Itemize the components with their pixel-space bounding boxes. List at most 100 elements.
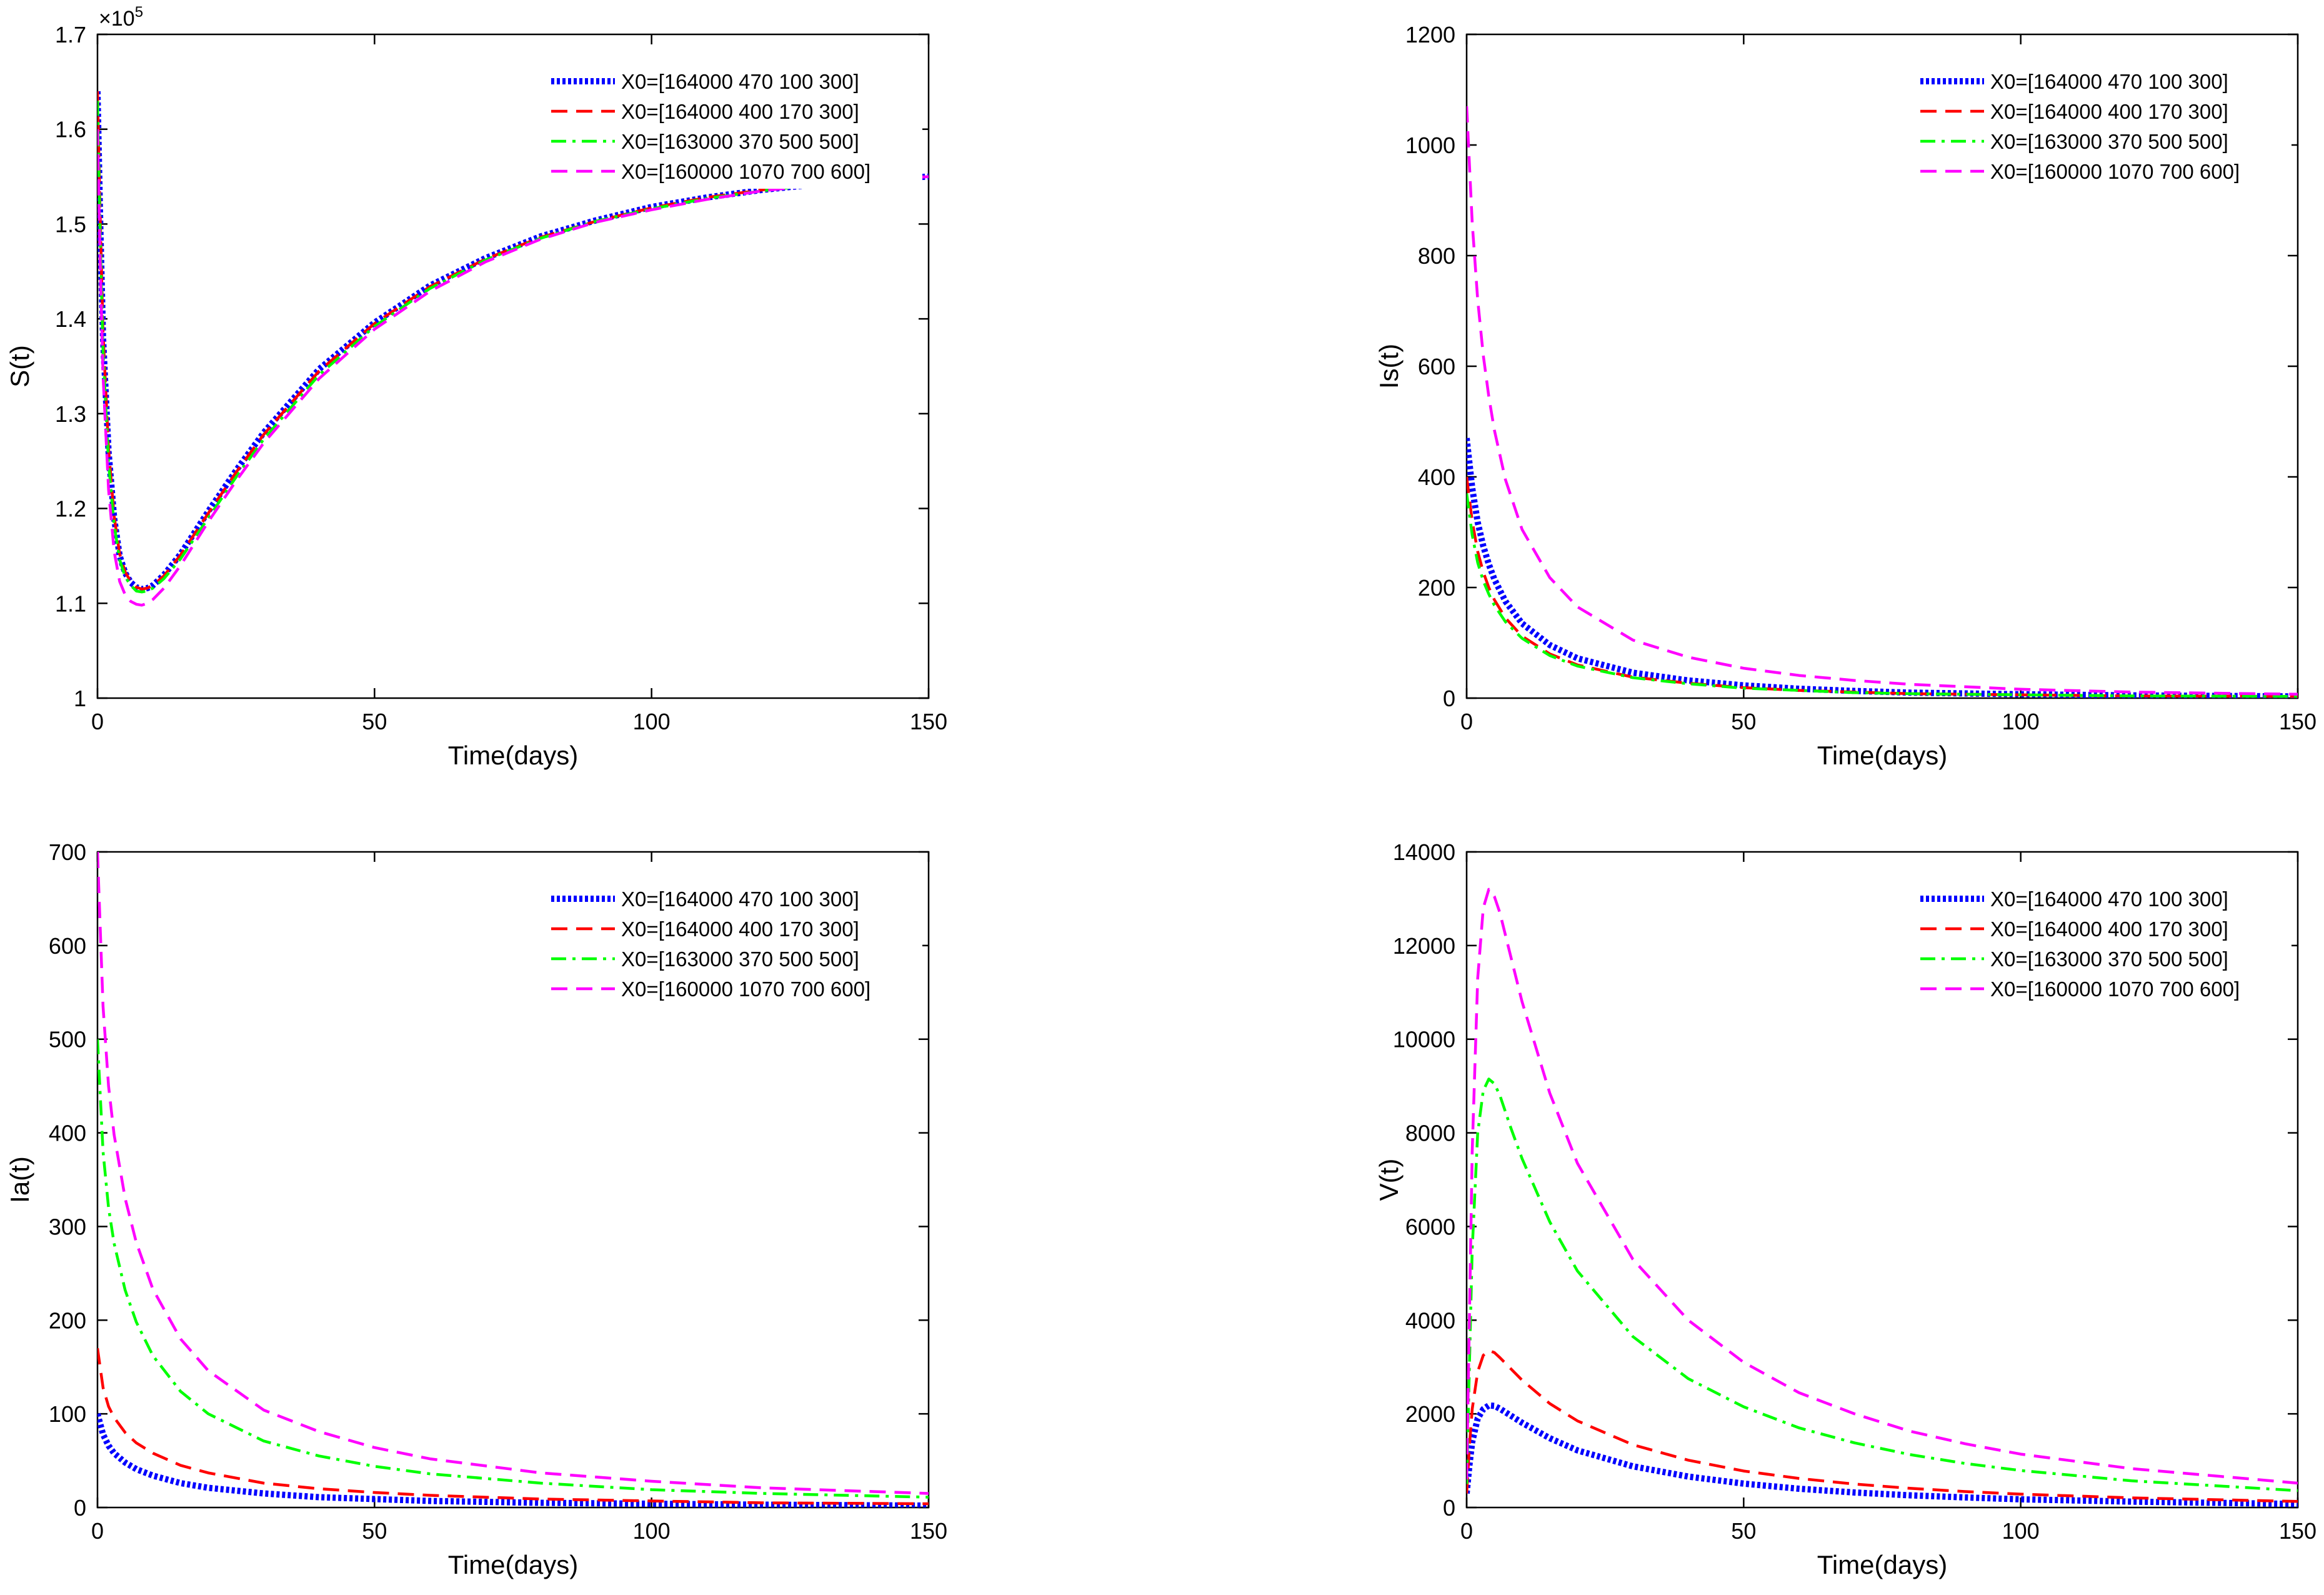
y-tick-label: 1000 <box>1405 132 1455 158</box>
y-tick-label: 2000 <box>1405 1401 1455 1427</box>
legend-label: X0=[164000 470 100 300] <box>621 70 859 93</box>
series-lines <box>1467 888 2298 1508</box>
series-line-1 <box>97 1412 929 1508</box>
x-tick-label: 0 <box>1460 1518 1473 1544</box>
y-tick-label: 1.3 <box>55 401 86 427</box>
legend-entry: X0=[160000 1070 700 600] <box>551 978 870 1001</box>
y-axis-label: S(t) <box>5 345 34 388</box>
exponent-base: ×10 <box>99 7 135 31</box>
y-tick-label: 0 <box>74 1495 86 1521</box>
series-line-4 <box>97 852 929 1495</box>
legend: X0=[164000 470 100 300] X0=[164000 400 1… <box>540 58 922 189</box>
legend-entry: X0=[160000 1070 700 600] <box>551 160 870 183</box>
legend-entry: X0=[164000 400 170 300] <box>551 918 859 941</box>
legend-label: X0=[163000 370 500 500] <box>1990 948 2228 971</box>
y-tick-label: 12000 <box>1393 933 1455 959</box>
y-tick-labels: 0 200 400 600 800 1000 1200 <box>1405 22 1455 711</box>
y-tick-label: 100 <box>49 1401 86 1427</box>
y-tick-label: 1200 <box>1405 22 1455 48</box>
y-tick-labels: 0 2000 4000 6000 8000 10000 12000 14000 <box>1393 839 1455 1521</box>
x-tick-label: 0 <box>91 709 104 734</box>
series-line-4 <box>97 129 929 607</box>
x-tick-label: 100 <box>2002 709 2040 734</box>
series-lines <box>97 852 929 1508</box>
x-tick-label: 0 <box>91 1518 104 1544</box>
x-axis-label: Time(days) <box>448 1550 578 1579</box>
legend: X0=[164000 470 100 300] X0=[164000 400 1… <box>540 875 922 1006</box>
y-tick-label: 400 <box>49 1121 86 1146</box>
y-axis-exponent: ×105 <box>99 4 143 31</box>
series-line-1 <box>1467 1402 2298 1508</box>
legend-label: X0=[164000 470 100 300] <box>1990 888 2228 911</box>
y-tick-label: 1.6 <box>55 117 86 142</box>
y-tick-label: 400 <box>1418 464 1455 490</box>
y-tick-label: 300 <box>49 1214 86 1239</box>
panel-v-t: 0 50 100 150 0 2000 4000 6000 8000 10000 12000 140… <box>1374 839 2317 1579</box>
x-tick-labels: 0 50 100 150 <box>1460 1518 2317 1544</box>
legend-label: X0=[163000 370 500 500] <box>1990 130 2228 153</box>
legend-entry: X0=[163000 370 500 500] <box>551 130 859 153</box>
panel-s-t: 0 50 100 150 1 1.1 1.2 1.3 1.4 1.5 1.6 1.7 Time(da… <box>5 4 947 770</box>
legend-entry: X0=[160000 1070 700 600] <box>1920 978 2240 1001</box>
x-tick-label: 50 <box>1731 1518 1756 1544</box>
x-tick-label: 150 <box>2279 1518 2317 1544</box>
legend-label: X0=[160000 1070 700 600] <box>1990 160 2240 183</box>
x-tick-labels: 0 50 100 150 <box>1460 709 2317 734</box>
y-tick-label: 1.2 <box>55 496 86 522</box>
axis-ticks <box>96 851 930 1509</box>
legend-entry: X0=[164000 470 100 300] <box>551 70 859 93</box>
y-tick-label: 10000 <box>1393 1027 1455 1052</box>
y-tick-label: 800 <box>1418 243 1455 269</box>
legend-entry: X0=[164000 470 100 300] <box>1920 888 2228 911</box>
x-axis-label: Time(days) <box>1817 1550 1947 1579</box>
series-line-3 <box>97 1039 929 1499</box>
x-tick-label: 150 <box>2279 709 2317 734</box>
legend-entry: X0=[164000 400 170 300] <box>551 100 859 123</box>
y-tick-label: 600 <box>1418 354 1455 379</box>
y-tick-label: 4000 <box>1405 1308 1455 1333</box>
legend-label: X0=[164000 400 170 300] <box>621 100 859 123</box>
x-tick-labels: 0 50 100 150 <box>91 1518 947 1544</box>
x-axis-label: Time(days) <box>1817 741 1947 770</box>
legend-label: X0=[163000 370 500 500] <box>621 130 859 153</box>
legend-label: X0=[160000 1070 700 600] <box>1990 978 2240 1001</box>
series-lines <box>1467 106 2298 698</box>
x-tick-label: 50 <box>1731 709 1756 734</box>
legend-label: X0=[163000 370 500 500] <box>621 948 859 971</box>
legend-entry: X0=[160000 1070 700 600] <box>1920 160 2240 183</box>
y-tick-label: 1 <box>74 686 86 711</box>
legend: X0=[164000 470 100 300] X0=[164000 400 1… <box>1909 58 2292 189</box>
legend-entry: X0=[164000 400 170 300] <box>1920 918 2228 941</box>
legend-label: X0=[164000 470 100 300] <box>621 888 859 911</box>
y-tick-label: 0 <box>1443 686 1455 711</box>
y-tick-label: 6000 <box>1405 1214 1455 1239</box>
y-axis-label: V(t) <box>1374 1159 1404 1201</box>
series-line-3 <box>1467 1078 2298 1492</box>
x-tick-label: 100 <box>633 709 671 734</box>
y-tick-label: 1.5 <box>55 211 86 237</box>
legend-entry: X0=[164000 470 100 300] <box>551 888 859 911</box>
legend-entry: X0=[164000 400 170 300] <box>1920 100 2228 123</box>
x-tick-label: 50 <box>362 709 387 734</box>
y-tick-label: 1.4 <box>55 306 86 332</box>
legend-label: X0=[164000 400 170 300] <box>1990 100 2228 123</box>
legend-entry: X0=[163000 370 500 500] <box>1920 948 2228 971</box>
y-tick-label: 600 <box>49 933 86 959</box>
x-tick-label: 100 <box>633 1518 671 1544</box>
y-axis-label: Is(t) <box>1374 344 1404 389</box>
legend-entry: X0=[163000 370 500 500] <box>551 948 859 971</box>
x-tick-label: 50 <box>362 1518 387 1544</box>
y-tick-label: 1.7 <box>55 22 86 48</box>
x-tick-label: 150 <box>910 709 947 734</box>
x-tick-label: 150 <box>910 1518 947 1544</box>
y-tick-label: 700 <box>49 839 86 865</box>
series-line-4 <box>1467 888 2298 1485</box>
legend-label: X0=[160000 1070 700 600] <box>621 160 870 183</box>
axis-ticks <box>96 33 930 699</box>
y-tick-label: 14000 <box>1393 839 1455 865</box>
series-line-3 <box>97 101 929 594</box>
x-tick-label: 100 <box>2002 1518 2040 1544</box>
x-tick-labels: 0 50 100 150 <box>91 709 947 734</box>
legend-entry: X0=[164000 470 100 300] <box>1920 70 2228 93</box>
